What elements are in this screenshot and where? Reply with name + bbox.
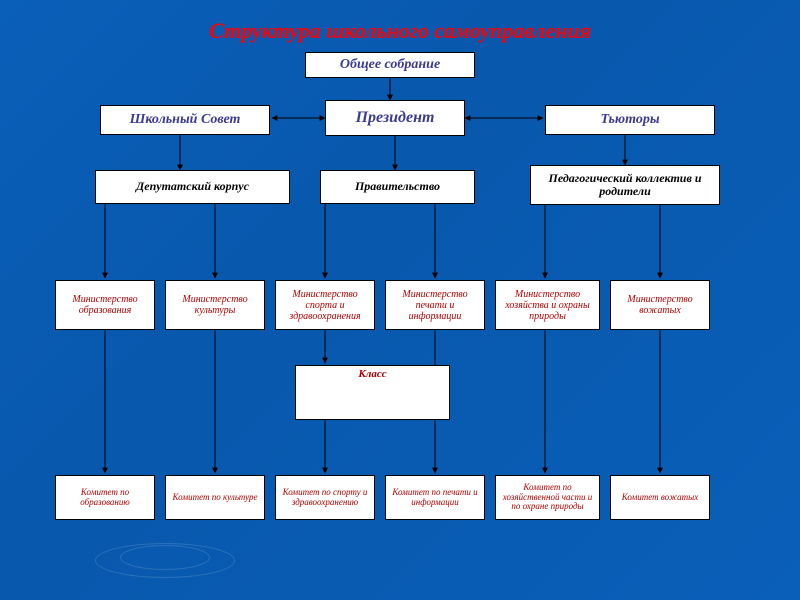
node-com_eco: Комитет по хозяйственной части и по охра… bbox=[495, 475, 600, 520]
node-com_sport: Комитет по спорту и здравоохранению bbox=[275, 475, 375, 520]
node-min_sport: Министерство спорта и здравоохранения bbox=[275, 280, 375, 330]
node-tutors: Тьюторы bbox=[545, 105, 715, 135]
node-label: Министерство вожатых bbox=[615, 294, 705, 316]
node-deputies: Депутатский корпус bbox=[95, 170, 290, 204]
node-label: Комитет по спорту и здравоохранению bbox=[280, 488, 370, 508]
node-label: Тьюторы bbox=[600, 112, 659, 127]
node-label: Министерство образования bbox=[60, 294, 150, 316]
node-min_lead: Министерство вожатых bbox=[610, 280, 710, 330]
decorative-ripple bbox=[95, 543, 235, 578]
node-label: Министерство хозяйства и охраны природы bbox=[500, 289, 595, 322]
node-label: Класс bbox=[300, 368, 445, 380]
node-label: Общее собрание bbox=[340, 57, 440, 72]
node-label: Комитет вожатых bbox=[622, 493, 699, 503]
node-com_cult: Комитет по культуре bbox=[165, 475, 265, 520]
node-label: Комитет по хозяйственной части и по охра… bbox=[500, 483, 595, 513]
node-com_press: Комитет по печати и информации bbox=[385, 475, 485, 520]
node-min_edu: Министерство образования bbox=[55, 280, 155, 330]
node-label: Депутатский корпус bbox=[136, 180, 249, 193]
node-label: Министерство спорта и здравоохранения bbox=[280, 289, 370, 322]
node-min_press: Министерство печати и информации bbox=[385, 280, 485, 330]
node-pedcol: Педагогический коллектив и родители bbox=[530, 165, 720, 205]
node-assembly: Общее собрание bbox=[305, 52, 475, 78]
node-president: Президент bbox=[325, 100, 465, 136]
node-label: Педагогический коллектив и родители bbox=[535, 172, 715, 198]
node-label: Министерство культуры bbox=[170, 294, 260, 316]
diagram-title: Структура школьного самоуправления bbox=[209, 18, 591, 44]
node-min_cult: Министерство культуры bbox=[165, 280, 265, 330]
node-label: Президент bbox=[356, 109, 435, 127]
node-class: Класс bbox=[295, 365, 450, 420]
node-com_edu: Комитет по образованию bbox=[55, 475, 155, 520]
node-min_eco: Министерство хозяйства и охраны природы bbox=[495, 280, 600, 330]
node-label: Комитет по культуре bbox=[173, 493, 258, 503]
node-label: Школьный Совет bbox=[130, 112, 241, 127]
node-council: Школьный Совет bbox=[100, 105, 270, 135]
node-label: Правительство bbox=[355, 180, 440, 193]
node-label: Министерство печати и информации bbox=[390, 289, 480, 322]
node-com_lead: Комитет вожатых bbox=[610, 475, 710, 520]
node-government: Правительство bbox=[320, 170, 475, 204]
node-label: Комитет по печати и информации bbox=[390, 488, 480, 508]
node-label: Комитет по образованию bbox=[60, 488, 150, 508]
